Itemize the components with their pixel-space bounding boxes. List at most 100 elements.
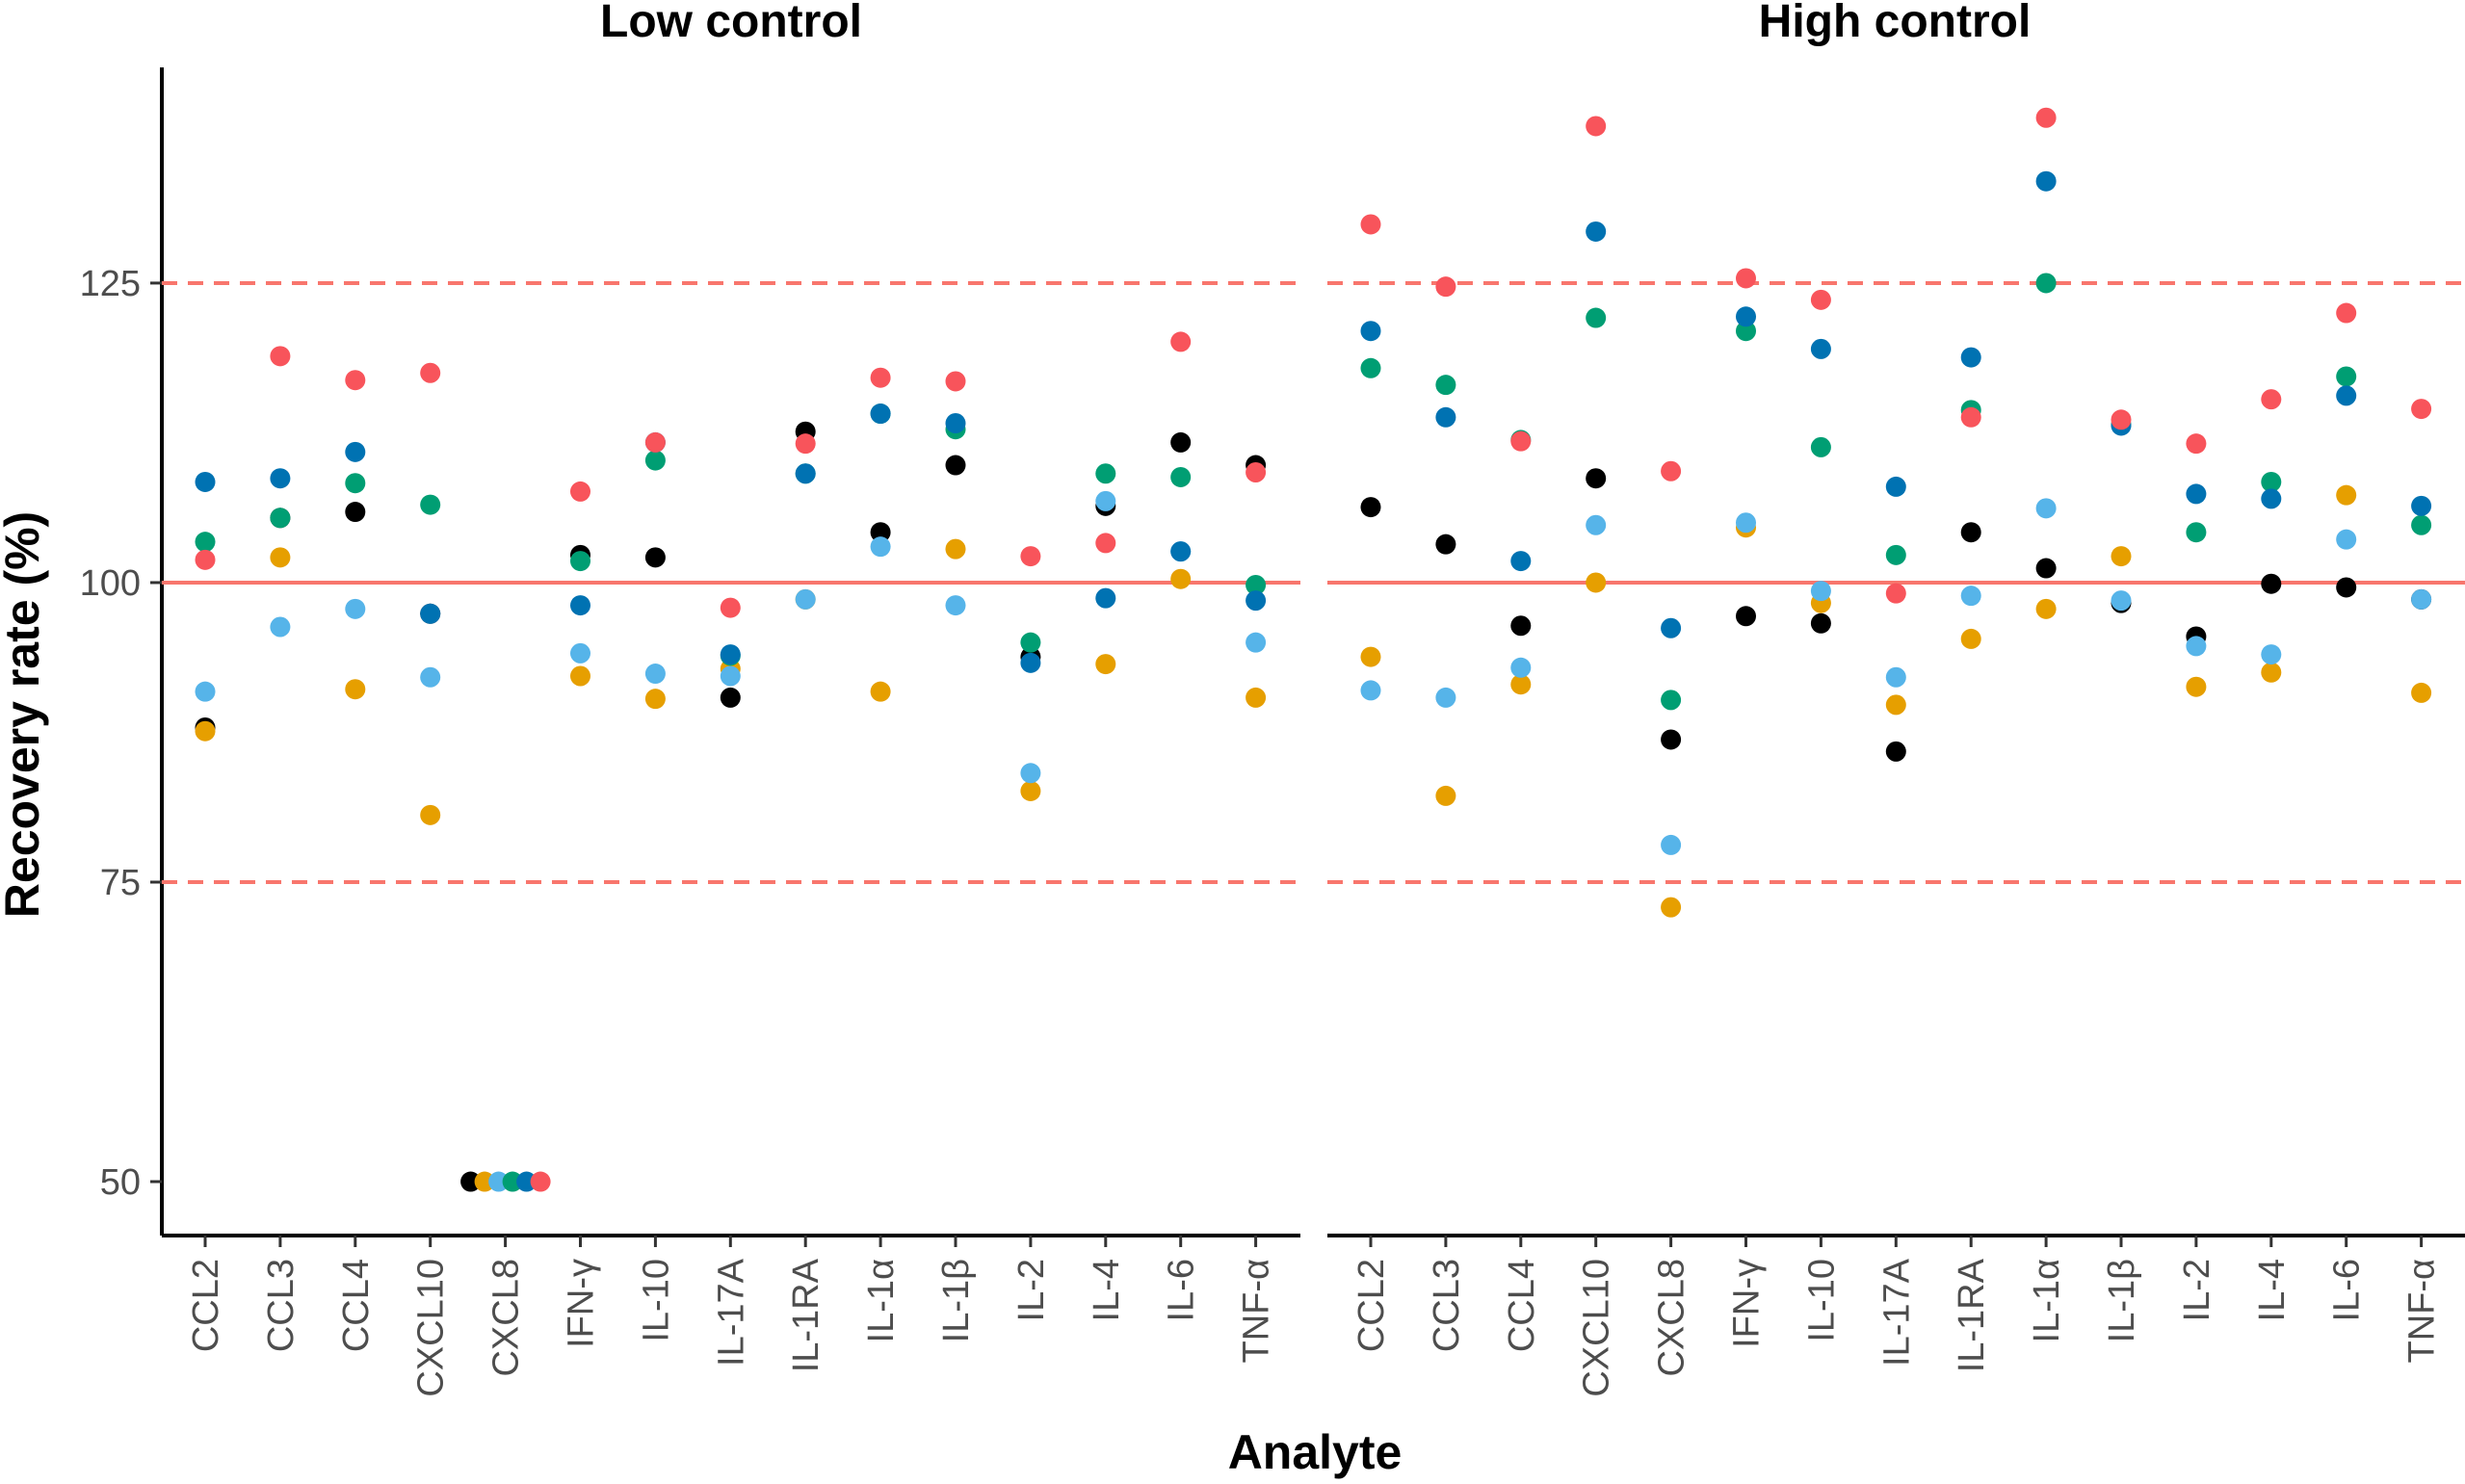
data-point-green bbox=[1810, 436, 1831, 457]
data-point-red bbox=[945, 371, 966, 392]
data-point-blue bbox=[1586, 221, 1607, 242]
data-point-red bbox=[530, 1171, 551, 1192]
data-point-blue bbox=[1885, 476, 1906, 497]
data-point-green bbox=[195, 532, 216, 553]
data-point-red bbox=[2186, 433, 2207, 455]
x-tick-label: IFN-γ bbox=[562, 1259, 602, 1348]
data-point-orange bbox=[1960, 628, 1981, 649]
data-point-red bbox=[2336, 302, 2357, 324]
data-point-orange bbox=[1246, 687, 1267, 708]
data-point-black bbox=[1170, 431, 1192, 453]
panel-title-high-control: High control bbox=[1759, 0, 2032, 47]
x-tick-label: IFN-γ bbox=[1727, 1259, 1768, 1348]
data-point-red bbox=[2261, 389, 2282, 410]
data-point-red bbox=[1586, 116, 1607, 137]
data-point-blue bbox=[2186, 483, 2207, 505]
data-point-red bbox=[270, 346, 291, 367]
data-point-red bbox=[1810, 289, 1831, 310]
data-point-orange bbox=[1170, 568, 1192, 589]
x-tick-label: CXCL8 bbox=[1652, 1259, 1692, 1377]
data-point-red bbox=[1246, 462, 1267, 483]
data-point-blue bbox=[420, 603, 441, 624]
data-point-black bbox=[1736, 606, 1756, 627]
data-point-skyblue bbox=[1810, 581, 1831, 602]
data-point-green bbox=[502, 1171, 523, 1192]
data-point-orange bbox=[420, 804, 441, 825]
data-point-green bbox=[1020, 632, 1041, 653]
data-point-blue bbox=[720, 644, 741, 665]
x-tick-label: IL-17A bbox=[1876, 1258, 1917, 1367]
data-point-blue bbox=[1360, 321, 1381, 342]
data-point-black bbox=[1885, 741, 1906, 762]
data-point-blue bbox=[1246, 590, 1267, 612]
data-point-orange bbox=[1661, 897, 1682, 918]
data-point-skyblue bbox=[1020, 763, 1041, 784]
data-point-red bbox=[195, 549, 216, 570]
data-point-orange bbox=[345, 679, 366, 700]
data-point-skyblue bbox=[488, 1171, 510, 1192]
data-point-black bbox=[945, 455, 966, 476]
data-point-orange bbox=[945, 538, 966, 560]
data-point-blue bbox=[795, 463, 816, 484]
x-tick-label: IL-10 bbox=[1801, 1259, 1842, 1342]
data-point-orange bbox=[1885, 694, 1906, 716]
data-point-orange bbox=[2261, 662, 2282, 683]
data-point-skyblue bbox=[1661, 834, 1682, 855]
data-point-red bbox=[2111, 409, 2132, 430]
data-point-red bbox=[420, 362, 441, 383]
data-point-blue bbox=[2035, 170, 2057, 192]
data-point-skyblue bbox=[2336, 529, 2357, 550]
data-point-red bbox=[570, 481, 590, 502]
data-point-green bbox=[1736, 321, 1756, 342]
data-point-orange bbox=[570, 665, 590, 687]
data-point-black bbox=[720, 687, 741, 708]
x-tick-label: IL-1RA bbox=[1952, 1258, 1992, 1372]
data-point-black bbox=[870, 522, 891, 543]
data-point-blue bbox=[345, 441, 366, 462]
x-tick-label: IL-1β bbox=[936, 1259, 977, 1342]
data-point-black bbox=[1510, 615, 1532, 637]
data-point-orange bbox=[1020, 780, 1041, 801]
data-point-orange bbox=[2035, 598, 2057, 619]
data-point-green bbox=[2186, 522, 2207, 543]
data-point-orange bbox=[2186, 676, 2207, 697]
data-point-blue bbox=[1736, 306, 1756, 327]
data-point-green bbox=[1095, 463, 1116, 484]
data-point-orange bbox=[644, 689, 666, 710]
data-point-skyblue bbox=[644, 664, 666, 685]
data-point-blue bbox=[1095, 587, 1116, 609]
data-point-skyblue bbox=[870, 536, 891, 558]
x-tick-label: IL-4 bbox=[1087, 1259, 1127, 1321]
data-point-blue bbox=[1810, 338, 1831, 359]
plot-layer: 50 75 100 125 CCL2 CCL3 CCL4 CXCL10 CXCL8 IFN-γ IL… bbox=[80, 67, 2465, 1397]
data-point-black bbox=[345, 502, 366, 523]
y-tick-label: 100 bbox=[80, 563, 141, 604]
data-point-red bbox=[1360, 214, 1381, 235]
data-point-blue bbox=[516, 1171, 538, 1192]
data-point-red bbox=[795, 433, 816, 455]
data-point-skyblue bbox=[1510, 657, 1532, 678]
data-point-skyblue bbox=[2035, 498, 2057, 519]
data-point-blue bbox=[270, 468, 291, 489]
data-point-red bbox=[720, 597, 741, 618]
data-point-orange bbox=[2111, 546, 2132, 567]
data-point-black bbox=[2261, 573, 2282, 594]
x-axis-title: Analyte bbox=[1228, 1425, 1403, 1479]
x-tick-label: CCL4 bbox=[336, 1259, 377, 1352]
data-point-skyblue bbox=[1960, 586, 1981, 607]
data-point-blue bbox=[1661, 617, 1682, 638]
data-point-red bbox=[1510, 430, 1532, 452]
panel-title-low-control: Low control bbox=[600, 0, 862, 47]
data-point-skyblue bbox=[2411, 588, 2432, 610]
data-point-blue bbox=[1020, 652, 1041, 673]
data-point-blue bbox=[1960, 347, 1981, 368]
x-tick-label: IL-4 bbox=[2252, 1259, 2293, 1321]
data-point-blue bbox=[2336, 385, 2357, 406]
data-point-orange bbox=[1360, 646, 1381, 667]
data-point-orange bbox=[1510, 674, 1532, 695]
data-point-skyblue bbox=[1435, 687, 1456, 708]
data-point-skyblue bbox=[1360, 680, 1381, 701]
data-point-skyblue bbox=[345, 598, 366, 619]
data-point-green bbox=[1586, 307, 1607, 328]
